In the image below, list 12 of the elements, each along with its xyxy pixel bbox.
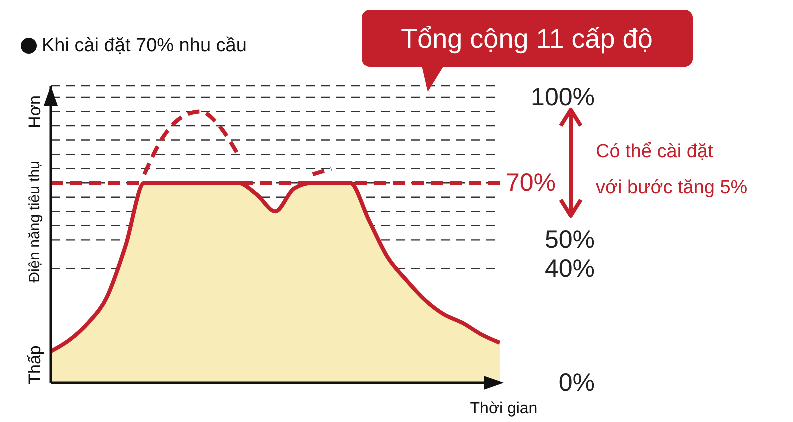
y-tick-label: 0% <box>558 369 595 397</box>
chart-title: Khi cài đặt 70% nhu cầu <box>42 36 247 56</box>
y-axis-title: Điện năng tiêu thụ <box>26 161 44 283</box>
text: Hơn <box>26 96 44 128</box>
y-tick-label: 50% <box>544 226 595 254</box>
text: Có thể cài đặt với bước tăng 5% <box>596 142 748 198</box>
text: Tổng cộng 11 cấp độ <box>401 24 653 54</box>
text: Thấp <box>26 346 44 384</box>
ref-line-label: 70% <box>506 169 556 198</box>
y-tick-label: 40% <box>544 254 595 283</box>
y-tick-label: 100% <box>531 83 595 112</box>
x-axis-title: Thời gian <box>470 400 538 418</box>
